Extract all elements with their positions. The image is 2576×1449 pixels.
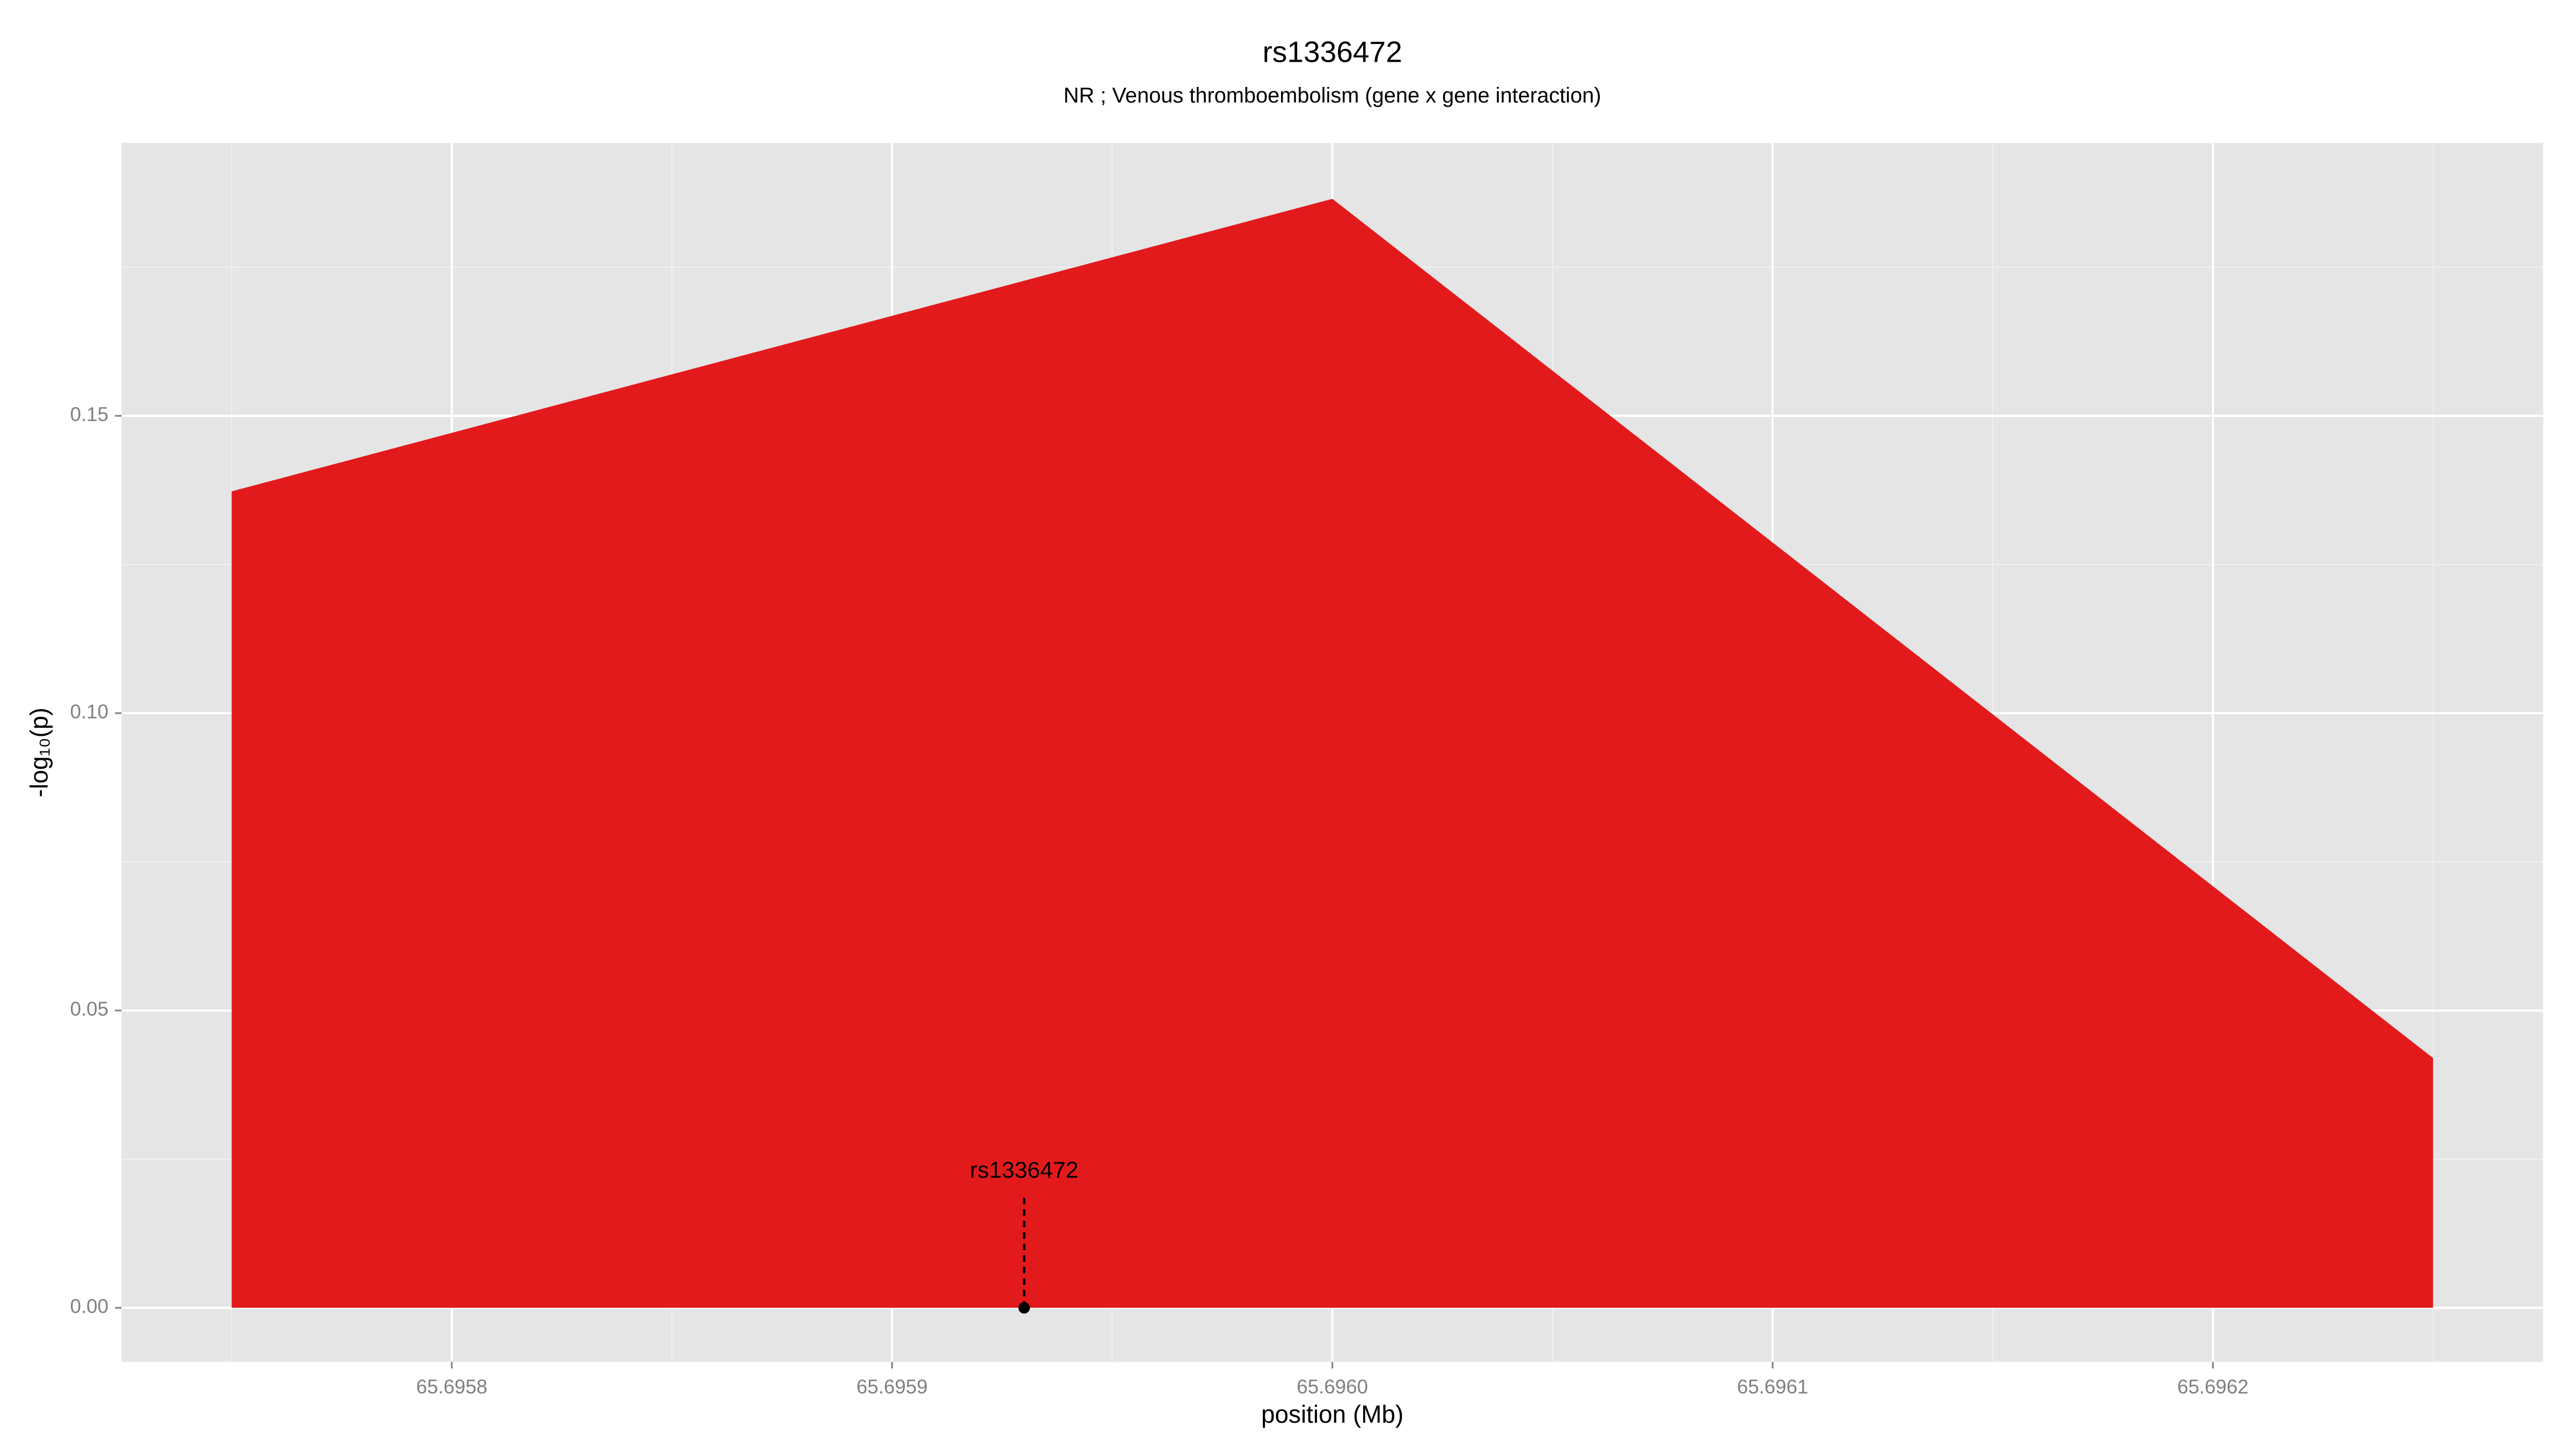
x-tick-label: 65.6958 (416, 1375, 487, 1397)
annotation-label: rs1336472 (970, 1157, 1078, 1183)
x-tick-label: 65.6959 (857, 1375, 928, 1397)
area (231, 199, 2433, 1308)
chart-title: rs1336472 (1262, 35, 1402, 69)
chart-subtitle: NR ; Venous thromboembolism (gene x gene… (1064, 84, 1601, 107)
x-tick-label: 65.6962 (2177, 1375, 2249, 1397)
x-axis-title: position (Mb) (1261, 1400, 1403, 1428)
x-tick-label: 65.6961 (1737, 1375, 1809, 1397)
y-tick-label: 0.00 (70, 1296, 108, 1318)
y-tick-label: 0.10 (70, 701, 108, 723)
y-tick-label: 0.05 (70, 998, 108, 1020)
y-axis-title: -log₁₀(p) (25, 707, 53, 797)
y-tick-label: 0.15 (70, 404, 108, 426)
x-tick-label: 65.6960 (1297, 1375, 1368, 1397)
annotation-point (1018, 1302, 1030, 1314)
